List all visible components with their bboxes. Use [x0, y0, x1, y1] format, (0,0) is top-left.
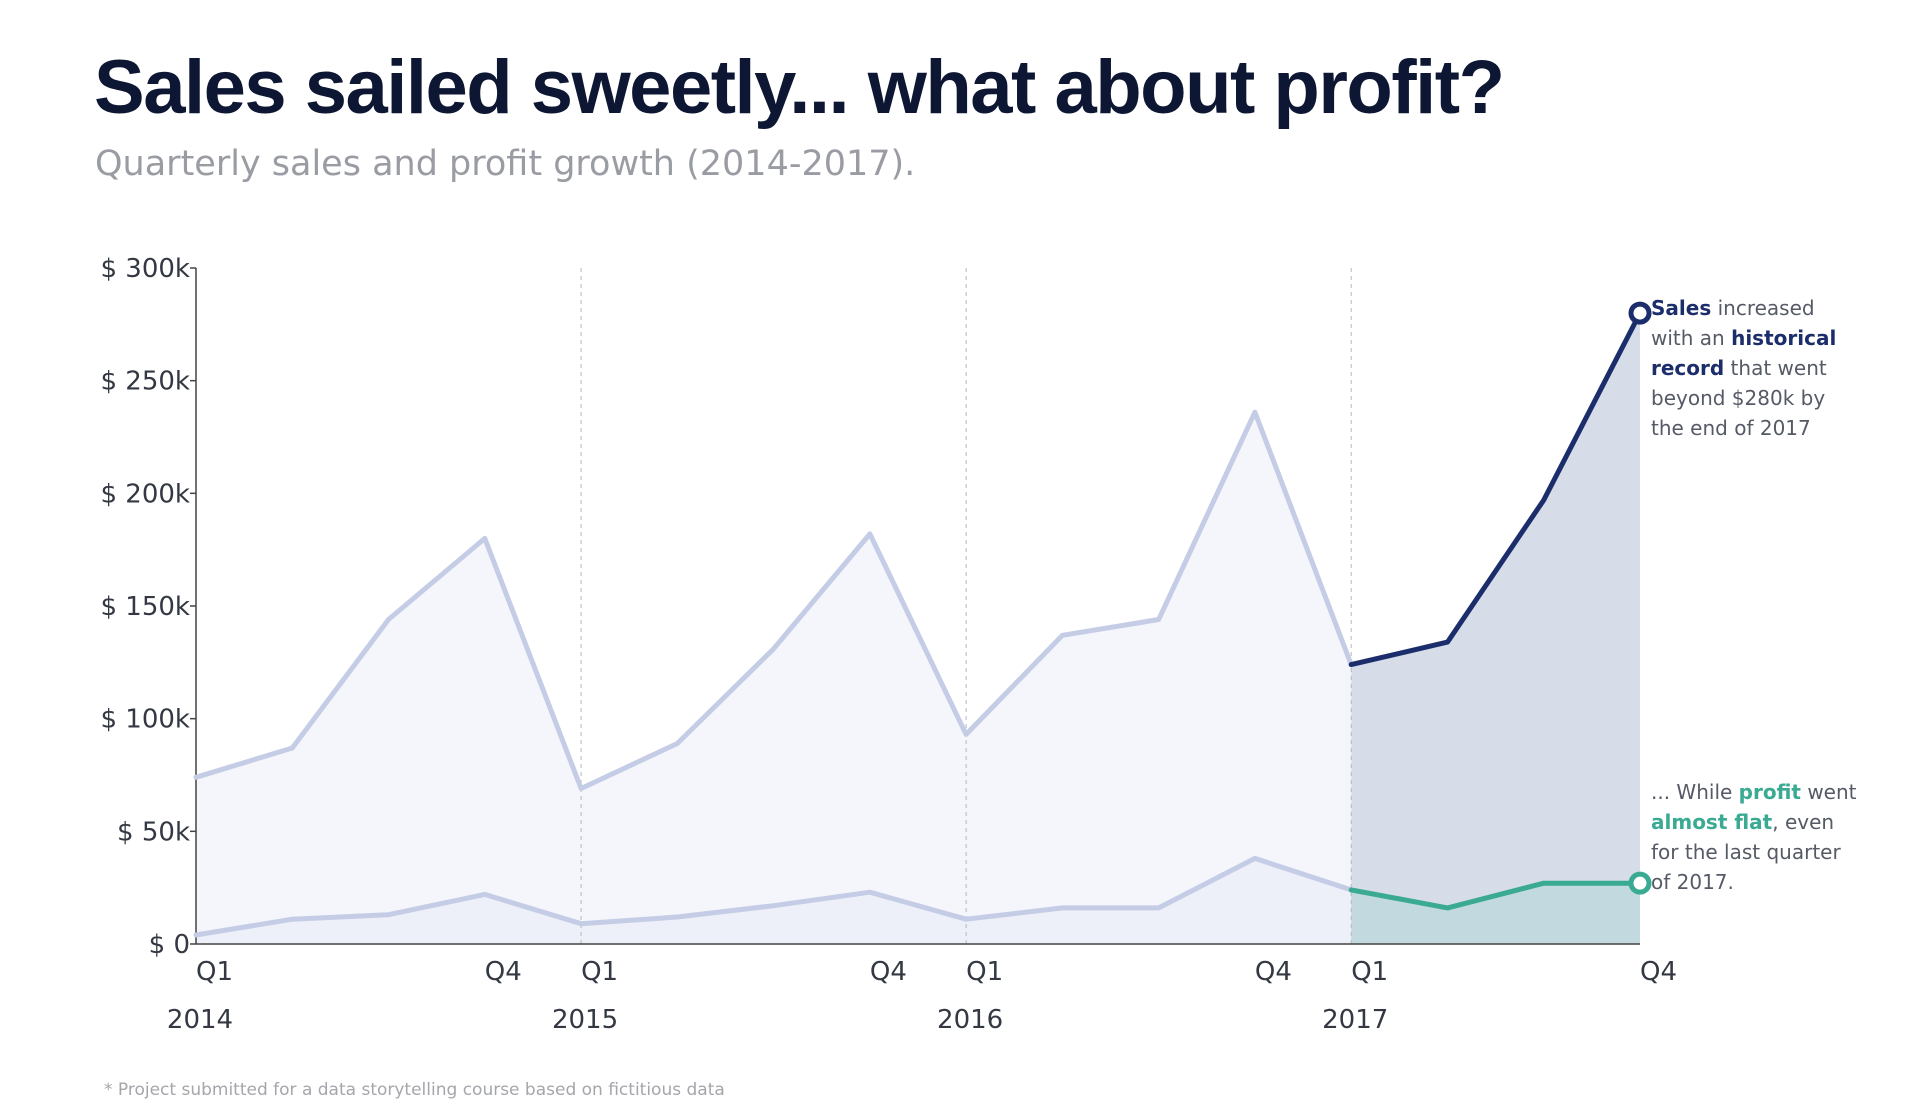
x-tick-label: Q4	[1255, 957, 1292, 987]
profit-annotation-part-2: profit	[1738, 780, 1801, 804]
profit-annotation-part-4: almost flat	[1651, 810, 1773, 834]
y-tick-label: $ 150k	[101, 592, 191, 622]
y-tick-label: $ 250k	[101, 367, 191, 397]
profit-annotation-part-1: ... While	[1651, 780, 1739, 804]
footnote: * Project submitted for a data storytell…	[104, 1080, 725, 1100]
x-year-label: 2016	[937, 1005, 1003, 1035]
y-tick-label: $ 0	[149, 930, 190, 960]
page-title: Sales sailed sweetly... what about profi…	[94, 45, 1505, 130]
sales-annotation-part-3: historical record	[1651, 326, 1837, 380]
x-tick-label: Q1	[1351, 957, 1388, 987]
x-tick-label: Q4	[1640, 957, 1677, 987]
sales-area-past	[196, 412, 1352, 944]
sales-annotation-part-1: Sales	[1651, 296, 1712, 320]
profit-line-2017	[1348, 880, 1643, 911]
profit-area-2017	[1351, 883, 1640, 944]
profit-area-past	[196, 858, 1352, 944]
y-tick-label: $ 50k	[117, 817, 190, 847]
sales-annotation: Sales increased with an historical recor…	[1651, 293, 1861, 443]
x-year-label: 2017	[1322, 1005, 1388, 1035]
sales-annotation-part-2: increased with an	[1651, 296, 1815, 350]
sales-end-point	[1628, 301, 1652, 325]
x-year-label: 2014	[167, 1005, 233, 1035]
sales-line-2017	[1348, 310, 1643, 668]
sales-line-past	[193, 409, 1354, 791]
x-tick-label: Q1	[966, 957, 1003, 987]
y-tick-label: $ 200k	[101, 479, 191, 509]
x-tick-label: Q4	[485, 957, 522, 987]
profit-line-past	[193, 855, 1354, 938]
profit-annotation: ... While profit went almost flat, even …	[1651, 777, 1861, 897]
sales-annotation-part-4: that went beyond $280k by the end of 201…	[1651, 356, 1827, 440]
page-subtitle: Quarterly sales and profit growth (2014-…	[95, 144, 916, 184]
y-tick-label: $ 300k	[101, 254, 191, 284]
x-tick-label: Q4	[870, 957, 907, 987]
profit-end-point	[1628, 871, 1652, 895]
sales-area-2017	[1351, 313, 1640, 945]
profit-annotation-part-5: , even for the last quarter of 2017.	[1651, 810, 1841, 894]
profit-annotation-part-3: went	[1800, 780, 1857, 804]
x-tick-label: Q1	[581, 957, 618, 987]
x-tick-label: Q1	[196, 957, 233, 987]
x-year-label: 2015	[552, 1005, 618, 1035]
y-tick-label: $ 100k	[101, 705, 191, 735]
